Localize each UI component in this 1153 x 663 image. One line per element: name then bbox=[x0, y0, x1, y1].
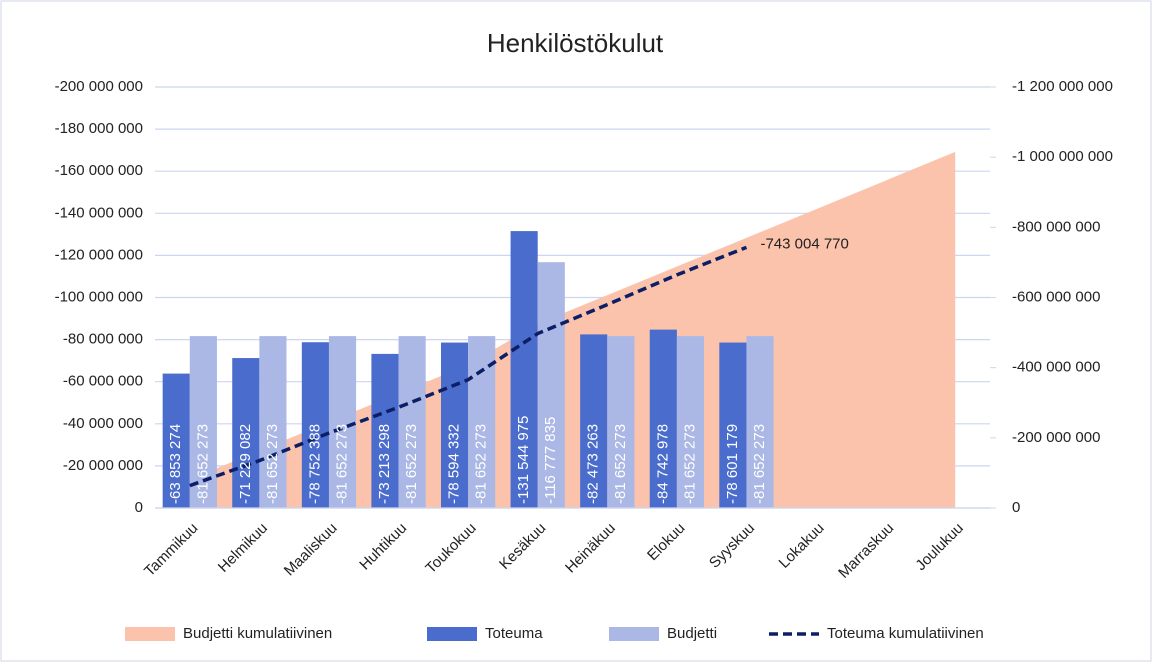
bar-value-label: -73 213 298 bbox=[376, 424, 393, 504]
bar bbox=[440, 342, 469, 508]
bar bbox=[676, 336, 705, 508]
bar bbox=[259, 336, 287, 508]
bar bbox=[746, 336, 774, 508]
bar bbox=[232, 358, 260, 508]
legend-label: Budjetti kumulatiivinen bbox=[183, 625, 332, 642]
bar-value-label: -78 594 332 bbox=[446, 424, 463, 504]
legend-label: Toteuma bbox=[485, 625, 543, 642]
bar-value-label: -131 544 975 bbox=[515, 416, 532, 504]
bar-value-label: -81 652 273 bbox=[751, 424, 768, 504]
bar-value-label: -81 652 273 bbox=[473, 424, 490, 504]
bar-value-label: -78 752 388 bbox=[306, 424, 323, 504]
legend-swatch bbox=[609, 627, 659, 641]
y-tick-label: -80 000 000 bbox=[63, 331, 143, 348]
bar-value-label: -63 853 274 bbox=[167, 424, 184, 504]
bar-value-label: -71 229 082 bbox=[237, 424, 254, 504]
chart-title: Henkilöstökulut bbox=[487, 28, 664, 58]
point-value-label: -743 004 770 bbox=[760, 235, 848, 252]
y2-tick-label: -1 200 000 000 bbox=[1012, 78, 1113, 95]
bar bbox=[371, 353, 399, 508]
y-tick-label: -40 000 000 bbox=[63, 415, 143, 432]
bar bbox=[537, 262, 565, 508]
line bbox=[189, 245, 748, 488]
y2-tick-label: -800 000 000 bbox=[1012, 218, 1100, 235]
legend-swatch bbox=[427, 627, 477, 641]
bar bbox=[328, 336, 357, 508]
bar-value-label: -81 652 273 bbox=[194, 424, 211, 504]
bar-value-label: -81 652 273 bbox=[612, 424, 629, 504]
bar-value-label: -81 652 273 bbox=[681, 424, 698, 504]
y-tick-label: -120 000 000 bbox=[55, 246, 143, 263]
y-tick-label: -180 000 000 bbox=[55, 120, 143, 137]
bar-value-label: -82 473 263 bbox=[585, 424, 602, 504]
legend-swatch bbox=[125, 627, 175, 641]
y-tick-label: -200 000 000 bbox=[55, 78, 143, 95]
bar bbox=[649, 329, 677, 508]
bar bbox=[162, 373, 190, 508]
bar-value-label: -116 777 835 bbox=[542, 417, 559, 504]
y-tick-label: -140 000 000 bbox=[55, 204, 143, 221]
bar-value-label: -81 652 273 bbox=[333, 424, 350, 504]
y-tick-label: -100 000 000 bbox=[55, 288, 143, 305]
bar bbox=[580, 334, 608, 508]
legend-label: Budjetti bbox=[667, 625, 717, 642]
bar bbox=[510, 231, 538, 508]
bar-value-label: -78 601 179 bbox=[724, 424, 741, 504]
y2-tick-label: -400 000 000 bbox=[1012, 359, 1100, 376]
bar bbox=[398, 336, 426, 508]
y2-tick-label: -600 000 000 bbox=[1012, 288, 1100, 305]
y2-tick-label: 0 bbox=[1012, 499, 1020, 516]
y2-tick-label: -200 000 000 bbox=[1012, 429, 1100, 446]
y2-tick-label: -1 000 000 000 bbox=[1012, 148, 1113, 165]
bar-value-label: -81 652 273 bbox=[403, 424, 420, 504]
y-tick-label: -20 000 000 bbox=[63, 457, 143, 474]
bar-value-label: -81 652 273 bbox=[264, 424, 281, 504]
bar bbox=[607, 336, 635, 508]
y-tick-label: 0 bbox=[135, 499, 143, 516]
legend-label: Toteuma kumulatiivinen bbox=[827, 625, 984, 642]
y-tick-label: -160 000 000 bbox=[55, 162, 143, 179]
bar bbox=[301, 342, 329, 508]
bar-value-label: -84 742 978 bbox=[654, 424, 671, 504]
y-tick-label: -60 000 000 bbox=[63, 373, 143, 390]
bar bbox=[719, 342, 747, 508]
